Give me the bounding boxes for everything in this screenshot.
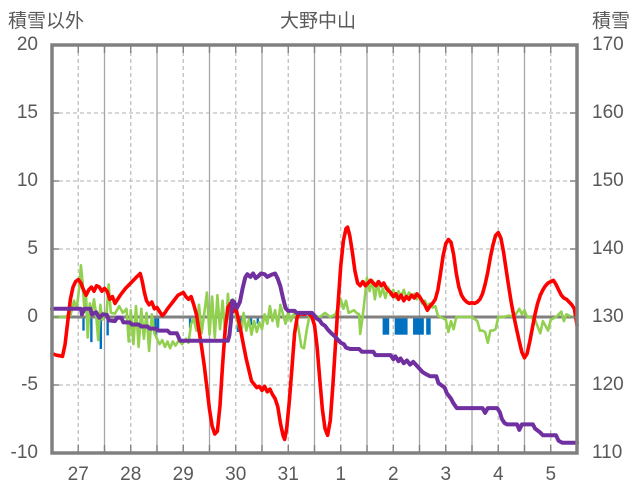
blue-bar <box>384 317 388 335</box>
right-axis-tick-label: 120 <box>592 374 624 395</box>
blue-bar <box>82 317 85 331</box>
blue-bar <box>394 317 398 335</box>
purple-line <box>50 271 579 445</box>
x-axis-tick-label: 27 <box>67 464 89 485</box>
right-axis-tick-label: 160 <box>592 102 624 123</box>
green-line <box>50 264 579 353</box>
blue-bar <box>154 317 157 335</box>
blue-bar <box>403 317 406 335</box>
blue-bar <box>106 317 109 336</box>
blue-bar <box>419 317 422 335</box>
blue-bar <box>90 317 93 343</box>
right-axis-tick-label: 140 <box>592 238 624 259</box>
blue-bar <box>396 317 400 335</box>
blue-bar <box>417 317 420 335</box>
left-axis-tick-label: 20 <box>16 34 38 55</box>
x-axis-tick-label: 29 <box>172 464 194 485</box>
blue-bar <box>386 317 390 335</box>
right-axis-tick-label: 110 <box>592 442 623 463</box>
blue-bar <box>398 317 402 335</box>
x-axis-tick-label: 5 <box>545 464 557 485</box>
blue-bar <box>99 317 103 349</box>
right-axis-tick-label: 170 <box>592 34 624 55</box>
blue-bar <box>249 317 253 326</box>
blue-bar <box>415 317 418 335</box>
blue-bar <box>400 317 404 335</box>
blue-bar <box>426 317 429 335</box>
right-axis-tick-label: 130 <box>592 306 624 327</box>
x-axis-tick-label: 30 <box>225 464 247 485</box>
chart-title: 大野中山 <box>279 11 356 32</box>
blue-bar <box>156 317 160 330</box>
left-axis-tick-label: 15 <box>16 102 38 123</box>
blue-bar <box>188 317 192 328</box>
x-axis-tick-label: 28 <box>120 464 142 485</box>
x-axis-tick-label: 3 <box>440 464 452 485</box>
blue-bar <box>428 317 431 335</box>
red-line <box>50 225 579 442</box>
blue-bar <box>413 317 416 335</box>
blue-bar <box>382 317 385 335</box>
blue-bar <box>405 317 408 335</box>
left-axis-tick-label: 10 <box>16 170 38 191</box>
left-axis-tick-label: -10 <box>10 442 38 463</box>
right-axis-tick-label: 150 <box>592 170 624 191</box>
right-axis-title: 積雪 <box>591 11 630 32</box>
left-axis-tick-label: -5 <box>21 374 38 395</box>
left-axis-title: 積雪以外 <box>8 11 85 32</box>
x-axis-tick-label: 31 <box>277 464 299 485</box>
blue-bar <box>421 317 424 335</box>
left-axis-tick-label: 0 <box>27 306 38 327</box>
x-axis-tick-label: 2 <box>387 464 399 485</box>
left-axis-tick-label: 5 <box>27 238 38 259</box>
x-axis-tick-label: 4 <box>492 464 504 485</box>
blue-bar <box>256 317 259 324</box>
x-axis-tick-label: 1 <box>335 464 347 485</box>
